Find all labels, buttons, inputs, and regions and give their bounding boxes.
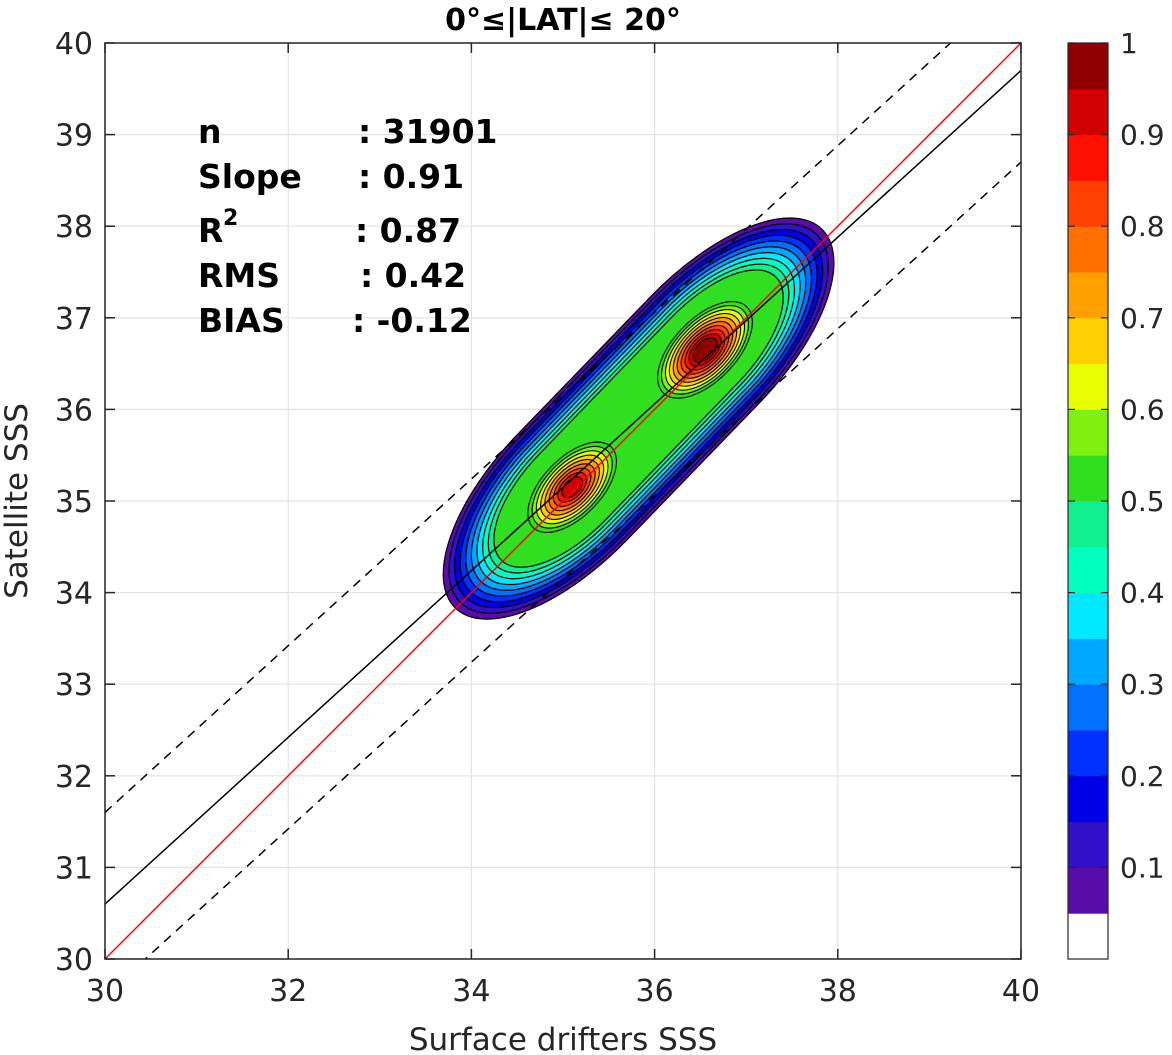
stat-r2-superscript: 2 — [223, 206, 238, 231]
lower-bound-line — [144, 161, 1021, 959]
stat-n-label: n — [198, 112, 222, 151]
stat-rms-label: RMS — [198, 256, 280, 295]
colorbar-segment — [1068, 43, 1108, 90]
colorbar-segment — [1068, 226, 1108, 273]
x-tick-label: 34 — [452, 974, 490, 1009]
stat-slope-value: : 0.91 — [358, 157, 464, 196]
stat-r2-label: R — [198, 211, 223, 250]
stat-r2-value: : 0.87 — [355, 211, 461, 250]
upper-bound-line — [105, 43, 952, 813]
colorbar-tick-label: 1 — [1120, 27, 1138, 60]
y-tick-labels: 30 31 32 33 34 35 36 37 38 39 40 — [55, 27, 93, 978]
colorbar-segment — [1068, 409, 1108, 456]
y-tick-label: 37 — [55, 302, 93, 337]
stat-n-value: : 31901 — [358, 112, 498, 151]
colorbar-tick-label: 0.9 — [1120, 119, 1165, 152]
colorbar-segment — [1068, 546, 1108, 594]
colorbar-segment — [1068, 684, 1108, 731]
colorbar-segment — [1068, 638, 1108, 685]
stat-rms-value: : 0.42 — [360, 256, 466, 295]
colorbar-segment — [1068, 455, 1108, 502]
colorbar-segment — [1068, 821, 1108, 868]
contour-peak — [692, 337, 718, 363]
reference-lines — [105, 43, 1021, 959]
regression-line — [105, 69, 1021, 905]
x-tick-label: 32 — [269, 974, 307, 1009]
y-tick-label: 31 — [55, 851, 93, 886]
colorbar-segment — [1068, 363, 1108, 410]
x-tick-label: 36 — [636, 974, 674, 1009]
stat-bias-label: BIAS — [198, 301, 285, 340]
x-axis-label: Surface drifters SSS — [409, 1022, 717, 1055]
colorbar-tick-label: 0.4 — [1120, 577, 1165, 610]
colorbar-segment — [1068, 913, 1108, 960]
colorbar-segment — [1068, 88, 1108, 136]
density-contours — [442, 217, 835, 620]
colorbar-tick-label: 0.6 — [1120, 393, 1165, 426]
colorbar-segment — [1068, 730, 1108, 777]
y-tick-label: 40 — [55, 27, 93, 62]
y-tick-label: 32 — [55, 760, 93, 795]
tick-marks — [104, 42, 1022, 960]
colorbar-segment — [1068, 501, 1108, 548]
y-tick-label: 35 — [55, 485, 93, 520]
colorbar-segment — [1068, 775, 1108, 823]
colorbar-segment — [1068, 134, 1108, 181]
y-tick-label: 30 — [55, 943, 93, 978]
colorbar-tick-label: 0.1 — [1120, 851, 1165, 884]
y-axis-label: Satellite SSS — [0, 403, 35, 599]
contour-peak — [561, 476, 583, 499]
y-tick-label: 33 — [55, 668, 93, 703]
chart-title: 0°≤|LAT|≤ 20° — [445, 3, 681, 38]
colorbar-segment — [1068, 592, 1108, 639]
colorbar-tick-label: 0.7 — [1120, 302, 1165, 335]
colorbar-tick-label: 0.2 — [1120, 760, 1165, 793]
x-tick-label: 40 — [1002, 974, 1040, 1009]
stat-slope-label: Slope — [198, 157, 302, 196]
colorbar-tick-label: 0.8 — [1120, 210, 1165, 243]
colorbar-tick-label: 0.5 — [1120, 485, 1165, 518]
colorbar-tick-label: 0.3 — [1120, 668, 1165, 701]
colorbar-segment — [1068, 272, 1108, 319]
x-tick-label: 38 — [819, 974, 857, 1009]
y-tick-label: 36 — [55, 393, 93, 428]
stat-bias-value: : -0.12 — [352, 301, 472, 340]
y-tick-label: 38 — [55, 210, 93, 245]
colorbar-segment — [1068, 180, 1108, 227]
contour-level-19 — [692, 337, 718, 363]
colorbar-segment — [1068, 317, 1108, 365]
colorbar: 0.1 0.2 0.3 0.4 0.5 0.6 0.7 0.8 0.9 1 — [1067, 27, 1165, 960]
y-tick-label: 39 — [55, 119, 93, 154]
one-to-one-line — [105, 43, 1021, 959]
y-tick-label: 34 — [55, 577, 93, 612]
stats-box: n : 31901 Slope : 0.91 R 2 : 0.87 RMS : … — [198, 112, 498, 340]
x-tick-label: 30 — [86, 974, 124, 1009]
x-tick-labels: 30 32 34 36 38 40 — [86, 974, 1040, 1009]
colorbar-segment — [1068, 867, 1108, 914]
